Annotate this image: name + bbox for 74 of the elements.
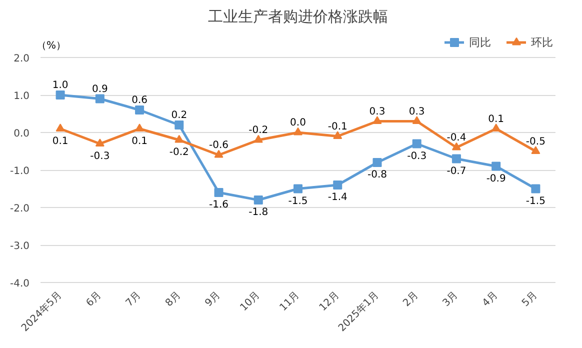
point <box>95 138 104 147</box>
data-label: -0.5 <box>526 136 546 148</box>
y-tick-label: -3.0 <box>10 241 30 252</box>
point <box>174 134 184 143</box>
data-label: -1.4 <box>328 192 348 203</box>
point <box>95 94 104 104</box>
point <box>135 106 144 114</box>
point <box>412 139 422 148</box>
point <box>372 158 382 167</box>
point <box>531 184 540 194</box>
data-label: 0.3 <box>408 106 425 118</box>
data-label: 0.2 <box>171 110 188 121</box>
point <box>531 146 540 154</box>
x-tick-label: 9月 <box>203 290 223 309</box>
chart-title: 工业生产者购进价格涨跌幅 <box>208 8 388 26</box>
x-tick-label: 11月 <box>278 290 302 314</box>
point <box>254 134 263 143</box>
data-label: -0.7 <box>446 166 466 177</box>
data-label: 0.1 <box>132 136 148 147</box>
data-label: -0.3 <box>407 150 427 162</box>
y-axis-title: （%） <box>36 40 66 52</box>
y-tick-label: -2.0 <box>10 204 30 214</box>
y-tick-label: -4.0 <box>10 278 30 290</box>
point <box>452 154 461 164</box>
data-label: 0.1 <box>52 136 68 147</box>
data-label: -0.9 <box>486 173 506 184</box>
point <box>294 127 302 136</box>
data-label: -0.2 <box>169 147 189 158</box>
legend-label: 环比 <box>531 34 553 50</box>
point <box>56 90 65 100</box>
y-tick-label: 2.0 <box>14 54 30 64</box>
data-label: -1.8 <box>248 207 268 218</box>
x-tick-label: 5月 <box>520 290 540 309</box>
point <box>135 124 144 132</box>
x-tick-label: 12月 <box>318 290 342 314</box>
legend-label: 同比 <box>469 34 491 50</box>
data-label: -0.1 <box>328 121 348 132</box>
point <box>56 124 65 132</box>
point <box>214 150 224 158</box>
y-tick-label: 1.0 <box>14 91 30 102</box>
data-label: -0.4 <box>446 132 466 144</box>
data-label: 0.3 <box>369 106 386 118</box>
data-label: 0.6 <box>132 95 148 106</box>
data-label: 0.9 <box>92 84 108 95</box>
x-tick-label: 7月 <box>124 290 144 309</box>
data-label: 0.0 <box>290 118 306 128</box>
point <box>333 131 342 140</box>
point <box>294 184 302 194</box>
data-label: -0.3 <box>90 150 110 162</box>
point <box>372 116 382 124</box>
point <box>412 116 422 124</box>
x-tick-label: 8月 <box>164 290 184 309</box>
data-label: -0.2 <box>248 125 268 136</box>
point <box>333 180 342 190</box>
y-tick-label: -1.0 <box>10 166 30 177</box>
point <box>214 188 224 197</box>
x-tick-label: 6月 <box>84 290 104 309</box>
data-label: 0.1 <box>488 114 504 125</box>
data-label: -1.6 <box>209 200 229 210</box>
data-label: 1.0 <box>52 80 68 91</box>
point <box>492 162 501 171</box>
data-label: -0.8 <box>367 170 387 180</box>
point <box>492 124 501 132</box>
point <box>174 120 184 130</box>
point <box>452 142 461 150</box>
x-tick-label: 2月 <box>401 290 421 309</box>
x-tick-label: 4月 <box>480 290 500 309</box>
data-label: -1.5 <box>526 196 546 207</box>
x-tick-label: 10月 <box>238 290 262 314</box>
data-label: -1.5 <box>288 196 308 207</box>
x-tick-label: 3月 <box>441 290 460 309</box>
data-label: -0.6 <box>209 140 229 151</box>
point <box>254 196 263 204</box>
y-tick-label: 0.0 <box>14 128 30 140</box>
